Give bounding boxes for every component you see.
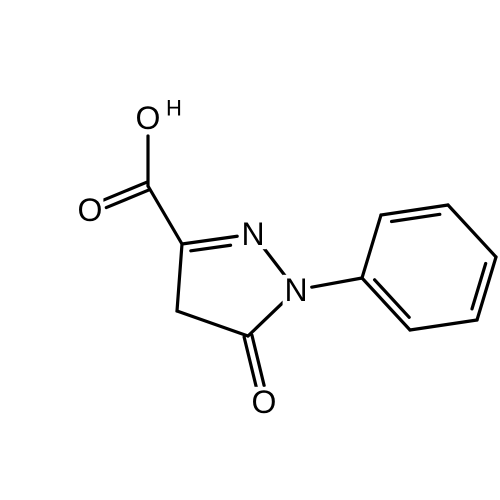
svg-text:N: N	[241, 216, 264, 252]
svg-text:H: H	[166, 96, 182, 121]
svg-text:O: O	[78, 192, 103, 228]
svg-text:O: O	[136, 100, 161, 136]
svg-text:O: O	[252, 384, 277, 420]
molecule-diagram: OOHNNO	[0, 0, 500, 500]
svg-text:N: N	[284, 272, 307, 308]
